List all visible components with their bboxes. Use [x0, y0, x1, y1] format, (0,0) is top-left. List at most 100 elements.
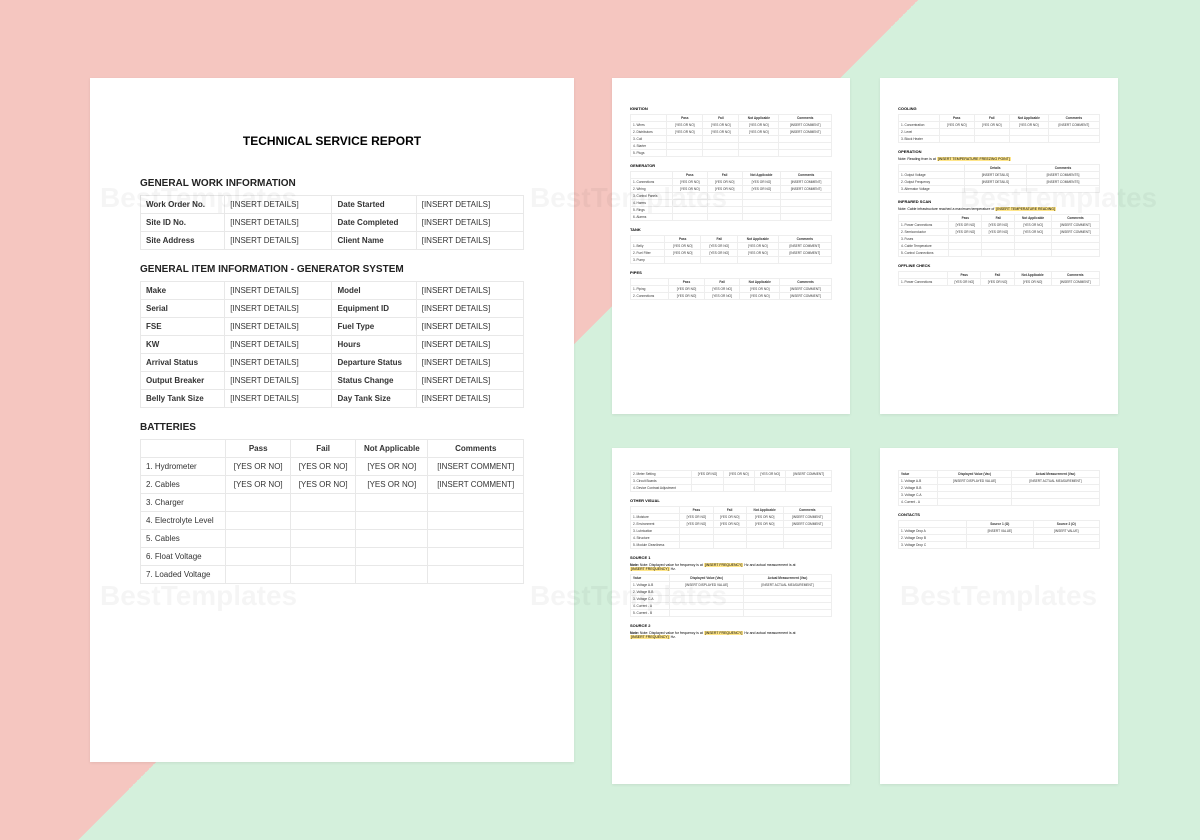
- section-head: PIPES: [630, 270, 832, 275]
- pf-table: PassFailNot ApplicableComments1. Piping[…: [630, 278, 832, 300]
- table-row: 1. Power Connections[YES OR NO][YES OR N…: [899, 222, 1100, 229]
- table-row: 3. Pump: [631, 257, 832, 264]
- val-table: ValueDisplayed Value (Vac)Actual Measure…: [630, 574, 832, 617]
- table-row: Belly Tank Size[INSERT DETAILS]Day Tank …: [141, 390, 524, 408]
- table-row: 6. Float Voltage: [141, 548, 524, 566]
- pf-table: PassFailNot ApplicableComments1. Power C…: [898, 271, 1100, 286]
- table-row: 5. Current - B: [631, 610, 832, 617]
- table-row: 4. Device Contrast Adjustment: [631, 485, 832, 492]
- table-row: 3. Voltage C-A: [631, 596, 832, 603]
- table-row: 1. Wires[YES OR NO][YES OR NO][YES OR NO…: [631, 122, 832, 129]
- section-head: INFRARED SCAN: [898, 199, 1100, 204]
- table-row: 2. Meter Setting[YES OR NO][YES OR NO][Y…: [631, 471, 832, 478]
- table-row: 1. Belly[YES OR NO][YES OR NO][YES OR NO…: [631, 243, 832, 250]
- table-row: 2. Wiring[YES OR NO][YES OR NO][YES OR N…: [631, 186, 832, 193]
- table-row: 4. Electrolyte Level: [141, 512, 524, 530]
- section-head: COOLING: [898, 106, 1100, 111]
- section-general-item: GENERAL ITEM INFORMATION - GENERATOR SYS…: [140, 264, 524, 275]
- val-table: DetailsComments1. Output Voltage[INSERT …: [898, 164, 1100, 193]
- table-row: 1. Connections[YES OR NO][YES OR NO][YES…: [631, 179, 832, 186]
- pf-table: PassFailNot ApplicableComments1. Concent…: [898, 114, 1100, 143]
- page-3: COOLING PassFailNot ApplicableComments1. …: [880, 78, 1118, 414]
- table-row: 4. Harms: [631, 200, 832, 207]
- section-head: OPERATION: [898, 149, 1100, 154]
- page-5: ValueDisplayed Value (Vac)Actual Measure…: [880, 448, 1118, 784]
- table-row: 5. Module Cleanliness: [631, 542, 832, 549]
- table-row: 3. Fuses: [899, 236, 1100, 243]
- section-head: TANK: [630, 227, 832, 232]
- table-row: 7. Loaded Voltage: [141, 566, 524, 584]
- table-row: 1. Voltage A-B[INSERT DISPLAYED VALUE][I…: [899, 478, 1100, 485]
- pf-table: PassFailNot ApplicableComments1. Moistur…: [630, 506, 832, 549]
- table-row: FSE[INSERT DETAILS]Fuel Type[INSERT DETA…: [141, 318, 524, 336]
- table-row: 3. Block Heater: [899, 136, 1100, 143]
- pf-table: PassFailNot ApplicableComments1. Connect…: [630, 171, 832, 221]
- note: Note: Note: Displayed value for frequenc…: [630, 631, 832, 639]
- table-row: 5. Control Connections: [899, 250, 1100, 257]
- table-row: Arrival Status[INSERT DETAILS]Departure …: [141, 354, 524, 372]
- table-row: 5. Cables: [141, 530, 524, 548]
- table-row: 2. Level: [899, 129, 1100, 136]
- table-row: 3. Circuit Boards: [631, 478, 832, 485]
- table-row: 2. Fuel Filter[YES OR NO][YES OR NO][YES…: [631, 250, 832, 257]
- table-row: 4. Current - A: [899, 499, 1100, 506]
- general-item-table: Make[INSERT DETAILS]Model[INSERT DETAILS…: [140, 281, 524, 408]
- table-row: 2. Semiconductor[YES OR NO][YES OR NO][Y…: [899, 229, 1100, 236]
- section-batteries: BATTERIES: [140, 422, 524, 433]
- table-row: Make[INSERT DETAILS]Model[INSERT DETAILS…: [141, 282, 524, 300]
- table-row: 1. Output Voltage[INSERT DETAILS][INSERT…: [899, 172, 1100, 179]
- general-work-table: Work Order No.[INSERT DETAILS]Date Start…: [140, 195, 524, 250]
- table-row: 2. Connections[YES OR NO][YES OR NO][YES…: [631, 293, 832, 300]
- table-row: 4. Cable Temperature: [899, 243, 1100, 250]
- table-row: 1. Concentration[YES OR NO][YES OR NO][Y…: [899, 122, 1100, 129]
- table-row: 1. Voltage A-B[INSERT DISPLAYED VALUE][I…: [631, 582, 832, 589]
- note: Note: Reading from is at [INSERT TEMPERA…: [898, 157, 1100, 161]
- pf-table: PassFailNot ApplicableComments1. Power C…: [898, 214, 1100, 257]
- table-row: Site Address[INSERT DETAILS]Client Name[…: [141, 232, 524, 250]
- pf-table: 2. Meter Setting[YES OR NO][YES OR NO][Y…: [630, 470, 832, 492]
- val-table: ValueDisplayed Value (Vac)Actual Measure…: [898, 470, 1100, 506]
- table-row: 3. Lubrication: [631, 528, 832, 535]
- report-title: TECHNICAL SERVICE REPORT: [140, 134, 524, 148]
- section-head: CONTACTS: [898, 512, 1100, 517]
- table-row: 4. Starter: [631, 143, 832, 150]
- table-row: 1. Hydrometer[YES OR NO][YES OR NO][YES …: [141, 458, 524, 476]
- table-row: 2. Voltage B-B: [631, 589, 832, 596]
- table-row: 2. Environment[YES OR NO][YES OR NO][YES…: [631, 521, 832, 528]
- section-head: GENERATOR: [630, 163, 832, 168]
- table-row: 3. Voltage C-A: [899, 492, 1100, 499]
- section-head: IGNITION: [630, 106, 832, 111]
- table-row: 2. Voltage B-B: [899, 485, 1100, 492]
- table-row: Serial[INSERT DETAILS]Equipment ID[INSER…: [141, 300, 524, 318]
- table-row: 1. Moisture[YES OR NO][YES OR NO][YES OR…: [631, 514, 832, 521]
- table-row: 5. Plugs: [631, 150, 832, 157]
- table-row: 4. Current - A: [631, 603, 832, 610]
- table-row: 2. Voltage Drop B: [899, 535, 1100, 542]
- note: Note: Cable infrastructure reached a max…: [898, 207, 1100, 211]
- table-row: 5. Rings: [631, 207, 832, 214]
- table-row: 1. Piping[YES OR NO][YES OR NO][YES OR N…: [631, 286, 832, 293]
- table-row: 3. Control Panels: [631, 193, 832, 200]
- table-row: 1. Power Connections[YES OR NO][YES OR N…: [899, 279, 1100, 286]
- page-1: TECHNICAL SERVICE REPORT GENERAL WORK IN…: [90, 78, 574, 762]
- table-row: 2. Output Frequency[INSERT DETAILS][INSE…: [899, 179, 1100, 186]
- table-row: 4. Structure: [631, 535, 832, 542]
- pf-table: PassFailNot ApplicableComments1. Wires[Y…: [630, 114, 832, 157]
- val-table: Source 1 (Ω)Source 2 (Ω)1. Voltage Drop …: [898, 520, 1100, 549]
- page-4: 2. Meter Setting[YES OR NO][YES OR NO][Y…: [612, 448, 850, 784]
- table-row: Output Breaker[INSERT DETAILS]Status Cha…: [141, 372, 524, 390]
- table-row: 3. Charger: [141, 494, 524, 512]
- pf-table: PassFailNot ApplicableComments1. Belly[Y…: [630, 235, 832, 264]
- section-head: SOURCE 1: [630, 555, 832, 560]
- table-row: 3. Voltage Drop C: [899, 542, 1100, 549]
- table-row: KW[INSERT DETAILS]Hours[INSERT DETAILS]: [141, 336, 524, 354]
- section-head: SOURCE 2: [630, 623, 832, 628]
- table-row: 2. Distributors[YES OR NO][YES OR NO][YE…: [631, 129, 832, 136]
- table-row: 6. Alarms: [631, 214, 832, 221]
- table-row: 1. Voltage Drop A[INSERT VALUE][INSERT V…: [899, 528, 1100, 535]
- section-head: OFFLINE CHECK: [898, 263, 1100, 268]
- note: Note: Note: Displayed value for frequenc…: [630, 563, 832, 571]
- table-row: Work Order No.[INSERT DETAILS]Date Start…: [141, 196, 524, 214]
- section-general-work: GENERAL WORK INFORMATION: [140, 178, 524, 189]
- table-row: Site ID No.[INSERT DETAILS]Date Complete…: [141, 214, 524, 232]
